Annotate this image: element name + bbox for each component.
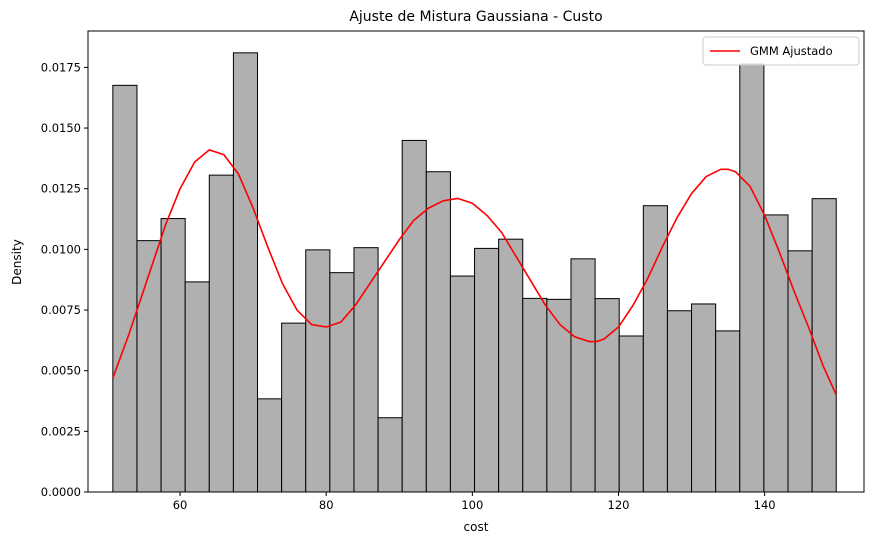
x-tick-label: 120 (608, 498, 630, 512)
histogram-bar (474, 247, 500, 493)
histogram-bar (498, 238, 524, 493)
histogram-bar (642, 205, 668, 493)
histogram-bar (281, 322, 307, 493)
x-axis-label: cost (464, 520, 489, 534)
histogram-bar (594, 298, 620, 493)
legend-label-gmm: GMM Ajustado (750, 44, 833, 58)
histogram-bar (691, 303, 717, 493)
histogram-bar (739, 63, 765, 493)
y-tick-label: 0.0100 (41, 242, 81, 256)
histogram-bar (522, 297, 548, 493)
histogram-bar (184, 281, 210, 493)
histogram-bar (449, 275, 476, 493)
histogram-bar (787, 250, 813, 493)
plot-frame (87, 30, 865, 493)
histogram-bar (329, 272, 355, 493)
y-tick-label: 0.0150 (41, 121, 81, 135)
histogram-bar (136, 240, 162, 493)
x-tick-label: 60 (173, 498, 188, 512)
histogram-bar (618, 335, 644, 493)
y-tick-label: 0.0050 (41, 364, 81, 378)
legend: GMM Ajustado (702, 36, 860, 66)
histogram-bar (570, 258, 596, 493)
gmm-curve-line (112, 149, 837, 396)
histogram-bar (425, 171, 451, 493)
x-axis-ticks: 60 80 100 120 140 (173, 492, 776, 512)
legend-box (702, 36, 860, 66)
histogram-bar (160, 218, 186, 493)
y-tick-label: 0.0000 (41, 485, 81, 499)
x-tick-label: 100 (461, 498, 483, 512)
y-axis-ticks: 0.0000 0.0025 0.0050 0.0075 0.0100 0.0125 0.01… (41, 60, 88, 499)
histogram-bar (257, 398, 283, 493)
y-axis-label: Density (10, 239, 24, 285)
histogram-bar (112, 84, 138, 493)
y-tick-label: 0.0075 (41, 303, 81, 317)
y-tick-label: 0.0125 (41, 182, 81, 196)
histogram-bars (112, 52, 837, 493)
gmm-curve-layer (112, 149, 837, 396)
histogram-bar (353, 247, 379, 493)
x-tick-label: 80 (319, 498, 334, 512)
histogram-bar (377, 417, 403, 493)
histogram-bar (715, 330, 741, 493)
x-tick-label: 140 (754, 498, 776, 512)
histogram-bar (666, 310, 693, 493)
chart-title: Ajuste de Mistura Gaussiana - Custo (349, 9, 602, 25)
histogram-bar (546, 298, 572, 493)
histogram-bar (208, 174, 234, 493)
histogram-bar (305, 249, 331, 493)
histogram-bar (232, 52, 259, 493)
histogram-bar (401, 139, 427, 493)
y-tick-label: 0.0175 (41, 60, 81, 74)
histogram-bar (763, 214, 789, 493)
y-tick-label: 0.0025 (41, 424, 81, 438)
